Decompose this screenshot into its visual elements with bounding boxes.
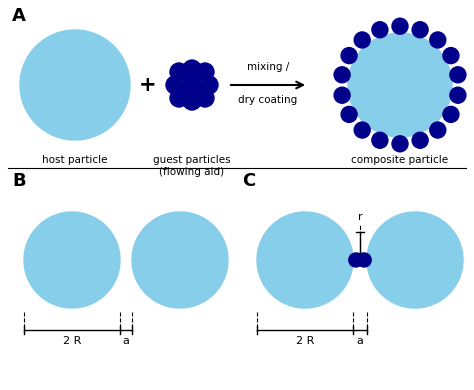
Circle shape	[166, 76, 184, 94]
Circle shape	[170, 89, 188, 107]
Circle shape	[196, 63, 214, 81]
Circle shape	[132, 212, 228, 308]
Text: B: B	[12, 172, 26, 190]
Circle shape	[392, 18, 408, 34]
Circle shape	[443, 48, 459, 64]
Text: 2 R: 2 R	[296, 336, 314, 346]
Circle shape	[200, 76, 218, 94]
Circle shape	[392, 136, 408, 152]
Text: r: r	[358, 212, 362, 222]
Text: A: A	[12, 7, 26, 25]
Circle shape	[450, 87, 466, 103]
Circle shape	[430, 32, 446, 48]
Circle shape	[349, 253, 363, 267]
Circle shape	[196, 89, 214, 107]
Text: +: +	[139, 75, 157, 95]
Circle shape	[372, 132, 388, 148]
Circle shape	[183, 76, 201, 94]
Circle shape	[341, 106, 357, 122]
Circle shape	[348, 33, 452, 137]
Circle shape	[357, 253, 371, 267]
Circle shape	[24, 212, 120, 308]
Circle shape	[412, 132, 428, 148]
Circle shape	[354, 122, 370, 138]
Circle shape	[412, 22, 428, 38]
Circle shape	[372, 22, 388, 38]
Circle shape	[334, 67, 350, 83]
Circle shape	[341, 48, 357, 64]
Text: a: a	[123, 336, 129, 346]
Text: 2 R: 2 R	[63, 336, 81, 346]
Circle shape	[367, 212, 463, 308]
Circle shape	[257, 212, 353, 308]
Circle shape	[170, 63, 188, 81]
Text: a: a	[356, 336, 364, 346]
Circle shape	[334, 87, 350, 103]
Text: guest particles
(flowing aid): guest particles (flowing aid)	[153, 155, 231, 177]
Circle shape	[20, 30, 130, 140]
Circle shape	[450, 67, 466, 83]
Text: dry coating: dry coating	[238, 95, 298, 105]
Text: host particle: host particle	[42, 155, 108, 165]
Text: composite particle: composite particle	[351, 155, 448, 165]
Circle shape	[443, 106, 459, 122]
Circle shape	[183, 92, 201, 110]
Circle shape	[183, 60, 201, 78]
Text: mixing /: mixing /	[247, 62, 289, 72]
Text: C: C	[242, 172, 255, 190]
Circle shape	[354, 32, 370, 48]
Circle shape	[430, 122, 446, 138]
